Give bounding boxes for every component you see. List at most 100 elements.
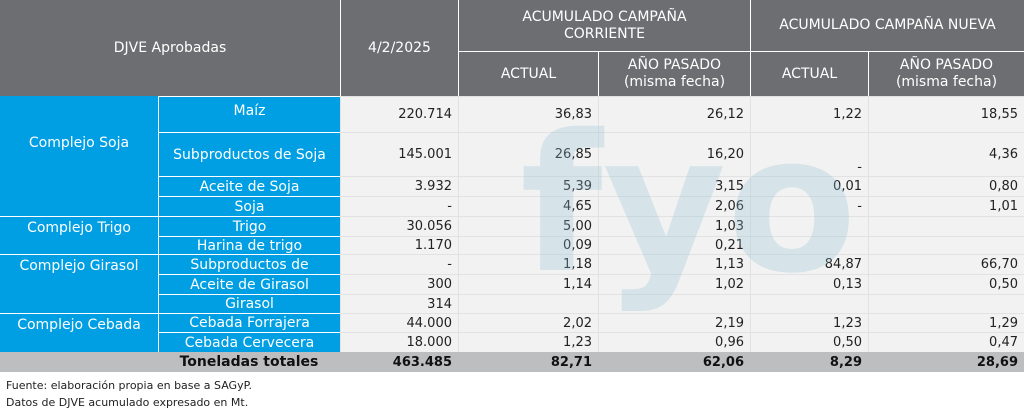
- group-complejo-girasol: Complejo Girasol: [0, 254, 158, 276]
- table-body-background: [340, 96, 1024, 352]
- table-cell-new-prev: [868, 216, 1024, 236]
- group-complejo-cebada: Complejo Cebada: [0, 313, 158, 335]
- table-cell-new-actual: [750, 216, 868, 236]
- total-new-prev: 28,69: [868, 352, 1024, 372]
- table-cell-cur-actual: 4,65: [458, 196, 598, 216]
- table-cell-djve: 18.000: [340, 332, 458, 352]
- table-cell-djve: 3.932: [340, 176, 458, 196]
- table-cell-djve: 30.056: [340, 216, 458, 236]
- table-cell-new-actual: 0,50: [750, 332, 868, 352]
- table-cell-cur-prev: 16,20: [598, 132, 750, 176]
- group-label: Complejo Girasol: [19, 257, 139, 274]
- table-title: DJVE Aprobadas: [113, 39, 227, 56]
- group-complejo-soja: Complejo Soja: [0, 130, 158, 156]
- table-cell-cur-actual: 0,09: [458, 236, 598, 254]
- header-date-cell: 4/2/2025: [340, 0, 458, 96]
- table-cell-new-actual: [750, 294, 868, 313]
- table-cell-cur-actual: 26,85: [458, 132, 598, 176]
- table-cell-djve: 314: [340, 294, 458, 313]
- table-cell-cur-prev: 1,03: [598, 216, 750, 236]
- total-label-cell: Toneladas totales: [158, 352, 340, 372]
- header-new-actual: ACTUAL: [750, 52, 868, 96]
- product-label-text: Cebada Cervecera: [184, 334, 315, 351]
- table-cell-djve: 300: [340, 274, 458, 294]
- header-current-prev: AÑO PASADO (misma fecha): [598, 52, 750, 96]
- product-label-text: Harina de trigo: [196, 237, 303, 254]
- total-current-prev: 62,06: [598, 352, 750, 372]
- header-new-prev-sublabel: (misma fecha): [895, 74, 998, 90]
- table-cell-cur-actual: 1,14: [458, 274, 598, 294]
- table-cell-cur-actual: 1,18: [458, 254, 598, 274]
- header-group-current: ACUMULADO CAMPAÑA CORRIENTE: [458, 0, 750, 52]
- table-cell-djve: 145.001: [340, 132, 458, 176]
- product-label-text: Soja: [234, 198, 265, 215]
- header-title-cell: DJVE Aprobadas: [0, 0, 340, 96]
- product-label: Subproductos de: [158, 254, 340, 274]
- table-cell-cur-prev: [598, 294, 750, 313]
- header-current-prev-label: AÑO PASADO: [627, 57, 722, 73]
- header-new-actual-label: ACTUAL: [781, 65, 838, 82]
- header-new-prev-label: AÑO PASADO: [899, 57, 994, 73]
- table-cell-djve: 44.000: [340, 313, 458, 332]
- group-label: Complejo Soja: [28, 135, 130, 151]
- table-cell-new-prev: [868, 294, 1024, 313]
- group-complejo-trigo: Complejo Trigo: [0, 216, 158, 238]
- table-cell-new-actual: 1,22: [750, 96, 868, 132]
- table-cell-new-prev: 0,47: [868, 332, 1024, 352]
- table-cell-new-actual: 1,23: [750, 313, 868, 332]
- table-cell-cur-actual: 2,02: [458, 313, 598, 332]
- table-cell-djve: -: [340, 254, 458, 274]
- table-cell-cur-prev: 3,15: [598, 176, 750, 196]
- product-label: Trigo: [158, 216, 340, 236]
- header-group-current-label: ACUMULADO CAMPAÑA CORRIENTE: [522, 8, 687, 42]
- table-cell-cur-actual: 5,00: [458, 216, 598, 236]
- product-label: Aceite de Soja: [158, 176, 340, 196]
- table-cell-cur-actual: 36,83: [458, 96, 598, 132]
- total-label: Toneladas totales: [179, 354, 319, 370]
- table-cell-new-prev: [868, 236, 1024, 254]
- product-label-text: Subproductos de: [190, 256, 309, 273]
- table-cell-new-actual: -: [750, 132, 868, 176]
- table-cell-new-prev: 66,70: [868, 254, 1024, 274]
- total-new-actual: 8,29: [750, 352, 868, 372]
- report-date: 4/2/2025: [368, 39, 431, 56]
- product-label-text: Aceite de Girasol: [190, 276, 309, 293]
- product-label-text: Cebada Forrajera: [189, 315, 310, 331]
- table-cell-cur-prev: 0,96: [598, 332, 750, 352]
- table-cell-djve: -: [340, 196, 458, 216]
- table-cell-cur-prev: 1,02: [598, 274, 750, 294]
- product-label-text: Trigo: [232, 218, 267, 235]
- product-label: Soja: [158, 196, 340, 216]
- table-cell-djve: 220.714: [340, 96, 458, 132]
- table-cell-new-actual: 84,87: [750, 254, 868, 274]
- table-cell-djve: 1.170: [340, 236, 458, 254]
- table-cell-new-prev: 1,01: [868, 196, 1024, 216]
- table-cell-new-actual: -: [750, 196, 868, 216]
- group-label: Complejo Cebada: [17, 316, 141, 333]
- product-label: Subproductos de Soja: [158, 132, 340, 176]
- product-label-text: Girasol: [225, 296, 274, 312]
- table-cell-cur-actual: 5,39: [458, 176, 598, 196]
- product-label-text: Aceite de Soja: [199, 178, 300, 195]
- table-cell-cur-actual: 1,23: [458, 332, 598, 352]
- table-cell-cur-prev: 0,21: [598, 236, 750, 254]
- total-djve: 463.485: [340, 352, 458, 372]
- table-cell-cur-actual: [458, 294, 598, 313]
- product-label: Cebada Forrajera: [158, 313, 340, 332]
- group-label: Complejo Trigo: [27, 219, 131, 236]
- header-group-new: ACUMULADO CAMPAÑA NUEVA: [750, 0, 1024, 52]
- table-cell-new-actual: 0,01: [750, 176, 868, 196]
- header-current-prev-sublabel: (misma fecha): [623, 74, 726, 90]
- table-cell-cur-prev: 2,06: [598, 196, 750, 216]
- product-label: Maíz: [158, 96, 340, 132]
- product-label-text: Maíz: [233, 103, 266, 119]
- header-group-new-label: ACUMULADO CAMPAÑA NUEVA: [779, 17, 996, 33]
- header-current-actual-label: ACTUAL: [500, 65, 557, 82]
- product-label: Cebada Cervecera: [158, 332, 340, 352]
- table-cell-new-prev: 1,29: [868, 313, 1024, 332]
- product-label: Aceite de Girasol: [158, 274, 340, 294]
- header-new-prev: AÑO PASADO (misma fecha): [868, 52, 1024, 96]
- table-cell-new-prev: 0,50: [868, 274, 1024, 294]
- footnote-units: Datos de DJVE acumulado expresado en Mt.: [6, 396, 249, 409]
- table-cell-new-actual: [750, 236, 868, 254]
